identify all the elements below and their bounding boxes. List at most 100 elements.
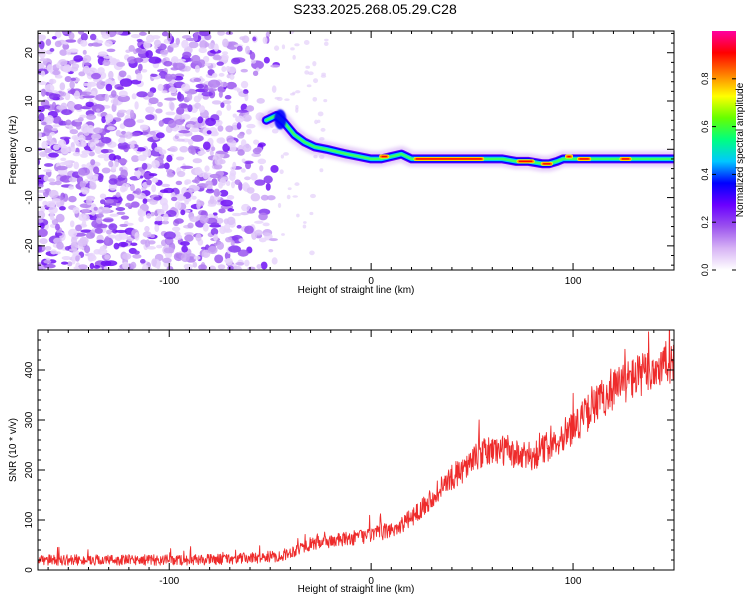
noise-blob [160, 49, 169, 55]
noise-blob [199, 39, 208, 49]
noise-blob [219, 159, 226, 165]
noise-blob [38, 49, 46, 59]
noise-blob [108, 223, 118, 231]
noise-blob [106, 229, 112, 235]
noise-blob [222, 228, 233, 233]
noise-blob [104, 254, 111, 260]
noise-blob [77, 31, 84, 35]
noise-blob [151, 177, 159, 183]
noise-blob [78, 167, 90, 176]
noise-blob [40, 70, 46, 77]
noise-blob [250, 172, 258, 181]
noise-blob [43, 263, 56, 269]
noise-blob [117, 109, 127, 114]
noise-blob [309, 250, 315, 256]
noise-blob [317, 119, 321, 124]
noise-blob [146, 246, 156, 250]
noise-blob [204, 62, 212, 67]
noise-blob [145, 114, 155, 121]
noise-blob [82, 82, 90, 87]
noise-blob [43, 169, 52, 173]
noise-blob [207, 79, 221, 88]
noise-blob [45, 139, 55, 146]
noise-blob [180, 165, 194, 170]
noise-blob [211, 146, 216, 152]
noise-blob [238, 238, 245, 243]
noise-blob [269, 238, 278, 242]
noise-blob [171, 196, 178, 202]
spectrogram-x-axis-label: Height of straight line (km) [298, 285, 415, 296]
snr-y-tick-label: 0 [24, 567, 35, 573]
noise-blob [111, 80, 116, 86]
noise-blob [44, 148, 52, 154]
noise-blob [93, 127, 103, 134]
noise-blob [305, 65, 311, 69]
noise-blob [90, 159, 96, 166]
noise-blob [253, 139, 260, 145]
noise-blob [199, 214, 209, 224]
noise-blob [222, 143, 230, 152]
noise-blob [38, 112, 45, 122]
noise-blob [47, 178, 56, 183]
noise-blob [209, 195, 215, 204]
noise-blob [92, 173, 100, 181]
snr-y-axis-label: SNR (10 * v/v) [8, 418, 19, 482]
noise-blob [106, 126, 116, 131]
noise-blob [51, 198, 61, 203]
noise-blob [80, 153, 89, 158]
noise-blob [260, 194, 269, 201]
colorbar: 0.0 0.2 0.4 0.6 0.8 Normalized spectral ampl… [700, 31, 746, 276]
noise-blob [81, 139, 87, 148]
noise-blob [51, 35, 57, 40]
noise-blob [196, 200, 201, 210]
noise-blob [243, 90, 249, 94]
noise-blob [187, 104, 193, 113]
noise-blob [230, 181, 236, 189]
noise-blob [174, 201, 182, 210]
noise-blob [246, 209, 255, 214]
noise-blob [107, 122, 113, 127]
noise-blob [242, 144, 252, 152]
noise-blob [183, 65, 191, 72]
noise-blob [151, 184, 157, 193]
noise-blob [86, 198, 93, 206]
noise-blob [54, 31, 62, 39]
noise-blob [209, 173, 221, 179]
noise-blob [233, 87, 241, 91]
noise-blob [84, 245, 91, 254]
noise-blob [67, 228, 78, 238]
noise-blob [246, 123, 256, 129]
noise-blob [105, 113, 114, 123]
noise-blob [117, 158, 128, 164]
noise-blob [232, 212, 242, 217]
noise-blob [77, 239, 88, 247]
noise-blob [225, 236, 233, 243]
noise-blob [245, 45, 251, 55]
noise-blob [312, 96, 318, 102]
noise-blob [270, 64, 280, 68]
snr-panel: -100 0 100 0 100 200 300 400 Height of straigh… [8, 329, 675, 595]
noise-blob [188, 41, 199, 49]
noise-blob [62, 64, 72, 73]
noise-blob [137, 154, 147, 162]
noise-blob [176, 156, 185, 161]
noise-blob [295, 107, 299, 113]
noise-blob [95, 216, 103, 224]
noise-blob [166, 154, 173, 163]
noise-blob [312, 61, 317, 67]
figure-title: S233.2025.268.05.29.C28 [293, 1, 457, 17]
noise-blob [85, 231, 95, 239]
noise-blob [82, 95, 95, 99]
noise-blob [48, 189, 59, 199]
noise-blob [165, 209, 177, 218]
noise-blob [256, 264, 262, 270]
noise-blob [131, 93, 137, 100]
noise-blob [134, 232, 140, 241]
noise-blob [246, 105, 255, 112]
noise-blob [184, 200, 189, 205]
noise-blob [40, 121, 47, 126]
noise-blob [103, 55, 113, 59]
noise-blob [108, 178, 118, 185]
noise-blob [154, 146, 163, 152]
noise-blob [52, 70, 61, 76]
